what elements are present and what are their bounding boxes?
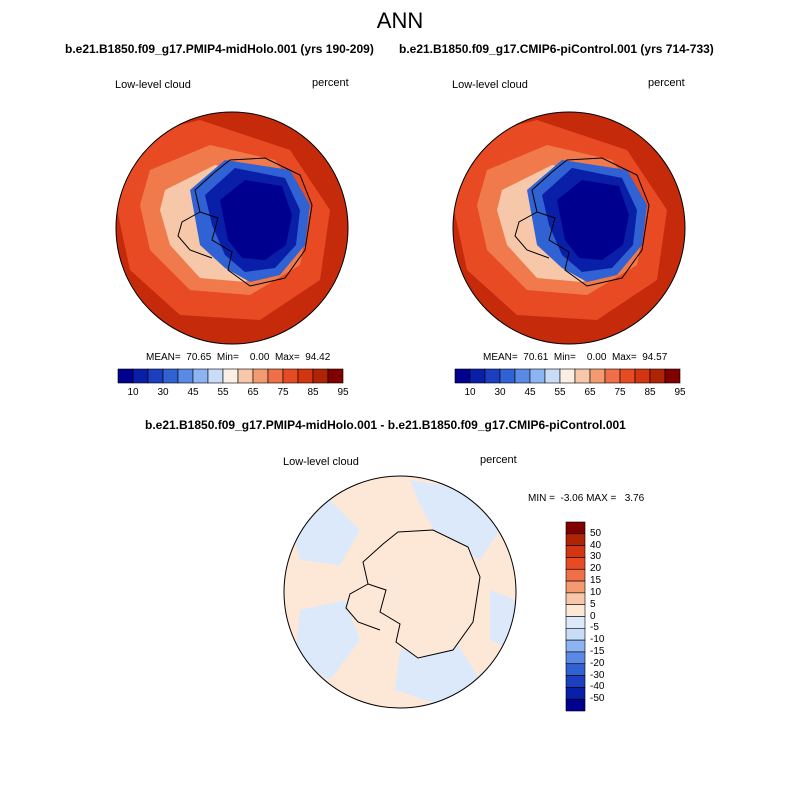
page-title: ANN [376, 8, 424, 33]
colorbar-box [499, 368, 516, 384]
colorbar-box [544, 368, 561, 384]
difference-colorbar [565, 521, 586, 712]
colorbar-box [565, 616, 586, 629]
colorbar-tick-label: -10 [590, 634, 605, 646]
colorbar-box [634, 368, 651, 384]
colorbar-box [565, 663, 586, 676]
colorbar-tick-label: 95 [337, 387, 349, 398]
colorbar-box [565, 545, 586, 558]
colorbar-box [565, 592, 586, 605]
colorbar-tick-label: 0 [590, 610, 596, 622]
colorbar-box [559, 368, 576, 384]
colorbar-box [649, 368, 666, 384]
colorbar-tick-label: 30 [590, 551, 602, 563]
colorbar-tick-label: -15 [590, 645, 605, 657]
colorbar-box [565, 557, 586, 570]
panel1-colorbar [117, 368, 344, 384]
colorbar-box [327, 368, 344, 384]
colorbar-tick-label: 45 [524, 387, 536, 398]
colorbar-tick-label: 30 [157, 387, 169, 398]
colorbar-box [237, 368, 254, 384]
panel2-stats: MEAN= 70.61 Min= 0.00 Max= 94.57 [483, 352, 668, 363]
colorbar-tick-label: 75 [614, 387, 626, 398]
colorbar-box [484, 368, 501, 384]
colorbar-tick-label: 65 [584, 387, 596, 398]
colorbar-box [565, 628, 586, 641]
colorbar-box [192, 368, 209, 384]
colorbar-box [297, 368, 314, 384]
colorbar-tick-label: 30 [494, 387, 506, 398]
difference-map [283, 475, 517, 709]
panel2-map [452, 111, 686, 345]
colorbar-tick-label: -5 [590, 622, 599, 634]
colorbar-tick-label: 10 [590, 586, 602, 598]
colorbar-box [565, 675, 586, 688]
colorbar-box [132, 368, 149, 384]
panel1-map [115, 111, 349, 345]
panel2-colorbar [454, 368, 681, 384]
colorbar-box [529, 368, 546, 384]
colorbar-box [589, 368, 606, 384]
colorbar-box [454, 368, 471, 384]
colorbar-box [565, 580, 586, 594]
colorbar-tick-label: 15 [590, 575, 602, 587]
colorbar-tick-label: 50 [590, 527, 602, 539]
colorbar-box [565, 687, 586, 700]
panel1-variable-label: Low-level cloud [115, 79, 191, 91]
colorbar-tick-label: -20 [590, 657, 605, 669]
colorbar-tick-label: -50 [590, 693, 605, 705]
colorbar-tick-label: 65 [247, 387, 259, 398]
colorbar-box [469, 368, 486, 384]
colorbar-tick-label: 55 [217, 387, 229, 398]
colorbar-tick-label: 10 [464, 387, 476, 398]
colorbar-box [312, 368, 329, 384]
colorbar-tick-label: 40 [590, 539, 602, 551]
panel2-title: b.e21.B1850.f09_g17.CMIP6-piControl.001 … [399, 42, 714, 56]
colorbar-tick-label: -40 [590, 681, 605, 693]
colorbar-box [565, 533, 586, 546]
panel1-title: b.e21.B1850.f09_g17.PMIP4-midHolo.001 (y… [65, 42, 374, 56]
colorbar-box [147, 368, 164, 384]
colorbar-box [252, 368, 269, 384]
colorbar-box [565, 604, 586, 617]
colorbar-box [565, 698, 586, 712]
difference-stats: MIN = -3.06 MAX = 3.76 [528, 493, 645, 504]
panel2-variable-label: Low-level cloud [452, 79, 528, 91]
panel1-units-label: percent [312, 77, 349, 89]
colorbar-box [565, 521, 586, 535]
difference-variable-label: Low-level cloud [283, 456, 359, 468]
colorbar-box [207, 368, 224, 384]
difference-units-label: percent [480, 454, 517, 466]
colorbar-box [117, 368, 134, 384]
colorbar-box [514, 368, 531, 384]
colorbar-box [574, 368, 591, 384]
colorbar-tick-label: 95 [674, 387, 686, 398]
colorbar-box [162, 368, 179, 384]
colorbar-box [664, 368, 681, 384]
colorbar-box [619, 368, 636, 384]
difference-title: b.e21.B1850.f09_g17.PMIP4-midHolo.001 - … [145, 418, 626, 432]
colorbar-tick-label: 85 [307, 387, 319, 398]
colorbar-tick-label: 20 [590, 563, 602, 575]
colorbar-box [267, 368, 284, 384]
colorbar-tick-label: -30 [590, 669, 605, 681]
colorbar-tick-label: 10 [127, 387, 139, 398]
colorbar-box [604, 368, 621, 384]
colorbar-box [565, 639, 586, 653]
colorbar-box [222, 368, 239, 384]
colorbar-box [177, 368, 194, 384]
colorbar-tick-label: 45 [187, 387, 199, 398]
colorbar-box [565, 651, 586, 665]
colorbar-tick-label: 5 [590, 598, 596, 610]
colorbar-tick-label: 55 [554, 387, 566, 398]
panel2-units-label: percent [648, 77, 685, 89]
colorbar-box [282, 368, 299, 384]
colorbar-tick-label: 75 [277, 387, 289, 398]
colorbar-box [565, 568, 586, 582]
panel1-stats: MEAN= 70.65 Min= 0.00 Max= 94.42 [146, 352, 331, 363]
colorbar-tick-label: 85 [644, 387, 656, 398]
